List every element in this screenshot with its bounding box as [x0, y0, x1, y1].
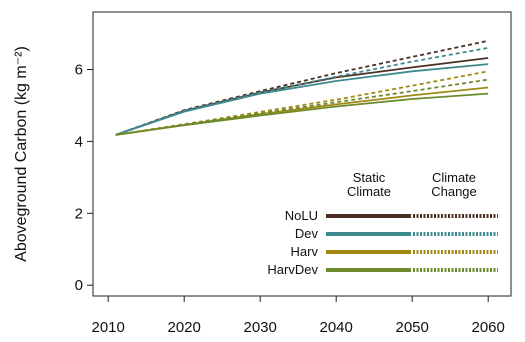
legend-label-dev: Dev: [295, 226, 319, 241]
legend-header-static: Climate: [347, 184, 391, 199]
series-lines: [115, 39, 489, 136]
legend-header-change: Climate: [432, 170, 476, 185]
line-dev-static-climate: [115, 63, 489, 136]
legend: StaticClimateClimateChangeNoLUDevHarvHar…: [267, 170, 498, 277]
x-tick-label: 2060: [472, 319, 505, 336]
x-tick-label: 2030: [244, 319, 277, 336]
y-tick-label: 6: [75, 62, 83, 79]
line-dev-climate-change: [115, 47, 489, 136]
legend-label-harv: Harv: [291, 244, 319, 259]
legend-header-change: Change: [431, 184, 477, 199]
legend-header-static: Static: [353, 170, 386, 185]
legend-label-nolu: NoLU: [285, 208, 318, 223]
y-axis-title: Aboveground Carbon (kg m⁻²): [13, 46, 30, 262]
axes: 0 2 4 6 2010 2020 2030 2040 2050 2060: [75, 62, 505, 336]
line-nolu-climate-change: [115, 39, 489, 136]
x-tick-label: 2020: [168, 319, 201, 336]
y-tick-label: 4: [75, 133, 83, 150]
line-harv-climate-change: [115, 70, 489, 136]
x-tick-label: 2040: [320, 319, 353, 336]
x-tick-label: 2010: [92, 319, 125, 336]
y-tick-label: 0: [75, 277, 83, 294]
legend-label-harvdev: HarvDev: [267, 262, 318, 277]
plot-frame: [92, 11, 512, 297]
line-harvdev-static-climate: [115, 92, 489, 136]
y-tick-label: 2: [75, 205, 83, 222]
x-tick-label: 2050: [396, 319, 429, 336]
